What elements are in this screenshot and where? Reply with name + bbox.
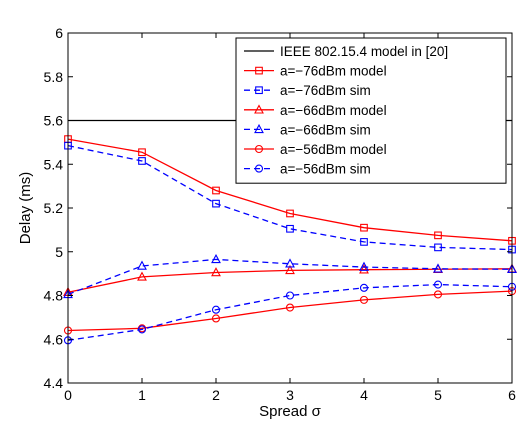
data-point bbox=[360, 238, 368, 246]
data-point bbox=[211, 267, 221, 277]
data-point bbox=[434, 231, 442, 240]
data-point bbox=[433, 263, 443, 273]
y-tick-label: 5.4 bbox=[44, 156, 64, 172]
legend-label: a=−66dBm sim bbox=[280, 122, 371, 137]
y-tick-label: 6 bbox=[55, 25, 63, 41]
legend-item: a=−56dBm model bbox=[244, 142, 387, 157]
x-tick-label: 2 bbox=[212, 387, 220, 403]
data-point bbox=[359, 264, 369, 274]
data-point bbox=[212, 186, 220, 195]
series-line bbox=[67, 145, 513, 251]
legend-item: a=−66dBm sim bbox=[244, 122, 371, 137]
series-line bbox=[67, 290, 513, 332]
y-tick-label: 4.6 bbox=[44, 331, 64, 347]
x-tick-label: 3 bbox=[286, 387, 294, 403]
series-line bbox=[67, 283, 513, 341]
y-axis-label: Delay (ms) bbox=[17, 172, 34, 245]
legend-swatch-marker bbox=[255, 86, 263, 95]
legend-label: a=−76dBm model bbox=[280, 64, 387, 79]
data-point bbox=[360, 223, 368, 232]
data-point bbox=[137, 260, 147, 270]
x-tick-label: 1 bbox=[138, 387, 146, 403]
data-point bbox=[212, 199, 220, 208]
legend-item: a=−76dBm model bbox=[244, 64, 387, 79]
y-tick-label: 5.8 bbox=[44, 69, 64, 85]
data-point bbox=[285, 264, 295, 275]
data-point bbox=[286, 224, 294, 233]
data-point bbox=[138, 148, 146, 157]
x-tick-label: 5 bbox=[434, 387, 442, 403]
legend-swatch-marker bbox=[254, 123, 264, 134]
legend-item: a=−56dBm sim bbox=[244, 162, 371, 177]
data-point bbox=[359, 283, 369, 292]
data-point bbox=[286, 209, 294, 218]
data-point bbox=[211, 314, 221, 323]
data-point bbox=[434, 243, 442, 252]
data-point bbox=[359, 295, 369, 304]
legend-item: a=−66dBm model bbox=[244, 103, 387, 118]
series-line bbox=[67, 138, 513, 242]
legend-label: a=−56dBm model bbox=[280, 142, 387, 157]
legend: IEEE 802.15.4 model in [20] a=−76dBm mode… bbox=[235, 37, 507, 184]
legend-swatch-marker bbox=[254, 164, 264, 173]
y-tick-label: 5.2 bbox=[44, 200, 64, 216]
series-a-76dbm-sim bbox=[64, 141, 516, 254]
x-tick-label: 4 bbox=[360, 387, 368, 403]
legend-swatch-marker bbox=[254, 104, 264, 114]
y-tick-label: 4.4 bbox=[44, 375, 64, 391]
y-tick-label: 4.8 bbox=[44, 288, 64, 304]
y-tick-label: 5 bbox=[55, 244, 63, 260]
data-point bbox=[211, 253, 221, 264]
data-point bbox=[359, 261, 369, 271]
data-point bbox=[211, 305, 221, 314]
data-point bbox=[137, 271, 147, 281]
legend-item: a=−76dBm sim bbox=[244, 83, 371, 98]
series-line bbox=[67, 258, 513, 296]
data-point bbox=[137, 325, 147, 334]
data-point bbox=[285, 303, 295, 312]
axis-ticks: 0 1 2 3 4 5 6 4.4 4.6 4.8 5 5.2 5.4 5.6 5.8 6 bbox=[44, 25, 517, 403]
legend-label: a=−66dBm model bbox=[280, 103, 387, 118]
legend-box bbox=[235, 37, 507, 184]
data-point bbox=[285, 291, 295, 300]
legend-label: a=−56dBm sim bbox=[280, 162, 371, 177]
legend-swatch-marker bbox=[254, 144, 264, 154]
x-axis-label: Spread σ bbox=[259, 403, 322, 420]
legend-label: IEEE 802.15.4 model in [20] bbox=[280, 44, 448, 59]
x-tick-label: 0 bbox=[64, 387, 72, 403]
x-tick-label: 6 bbox=[508, 387, 516, 403]
data-point bbox=[433, 290, 443, 299]
legend-swatch-marker bbox=[255, 66, 263, 75]
legend-item: IEEE 802.15.4 model in [20] bbox=[244, 44, 448, 59]
data-point bbox=[285, 258, 295, 268]
legend-label: a=−76dBm sim bbox=[280, 83, 371, 98]
y-tick-label: 5.6 bbox=[44, 113, 64, 129]
data-point bbox=[138, 157, 146, 165]
data-point bbox=[433, 280, 443, 289]
